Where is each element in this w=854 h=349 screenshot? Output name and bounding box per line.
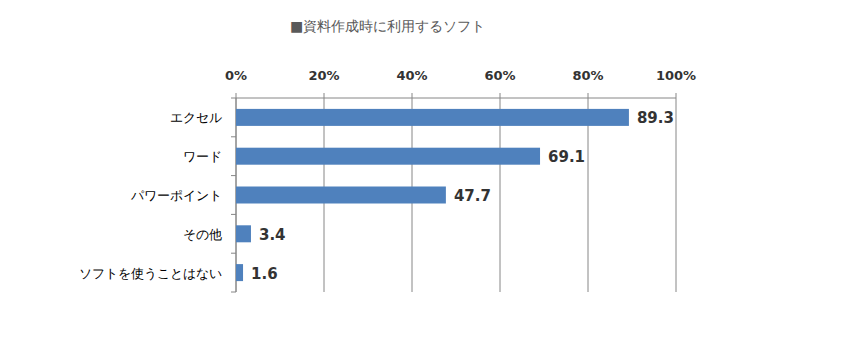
category-tick [231,214,236,215]
tick-mark [324,93,325,98]
data-label: 1.6 [251,265,278,283]
data-label: 89.3 [637,109,674,127]
category-tick [231,292,236,293]
chart: ■資料作成時に利用するソフト 0% 20% 40% 60% 80% 100% エクセルワードパ… [0,0,854,349]
category-label: エクセル [170,110,222,125]
category-tick [231,136,236,137]
tick-mark [500,93,501,98]
bar [236,225,251,242]
bar [236,109,629,126]
bar [236,187,446,204]
grid-line [588,98,589,292]
bars [236,109,629,281]
tick-mark [588,93,589,98]
grid-line [676,98,677,292]
tick-mark [676,93,677,98]
tick-label: 0% [225,68,247,83]
category-label: パワーポイント [130,188,222,203]
category-label: ワード [183,149,222,164]
category-tick [231,98,236,99]
tick-label: 100% [656,68,696,83]
category-tick [231,253,236,254]
category-label: その他 [183,227,222,242]
x-axis-line [236,98,676,99]
bar [236,264,243,281]
tick-label: 20% [308,68,339,83]
tick-mark [412,93,413,98]
tick-label: 60% [484,68,515,83]
data-label: 69.1 [548,148,585,166]
data-label: 3.4 [259,226,286,244]
bar [236,148,540,165]
data-label: 47.7 [454,187,491,205]
tick-mark [236,93,237,98]
tick-label: 80% [572,68,603,83]
category-label: ソフトを使うことはない [79,266,222,281]
grid-line [500,98,501,292]
category-tick [231,175,236,176]
title: ■資料作成時に利用するソフト [290,18,485,34]
tick-label: 40% [396,68,427,83]
